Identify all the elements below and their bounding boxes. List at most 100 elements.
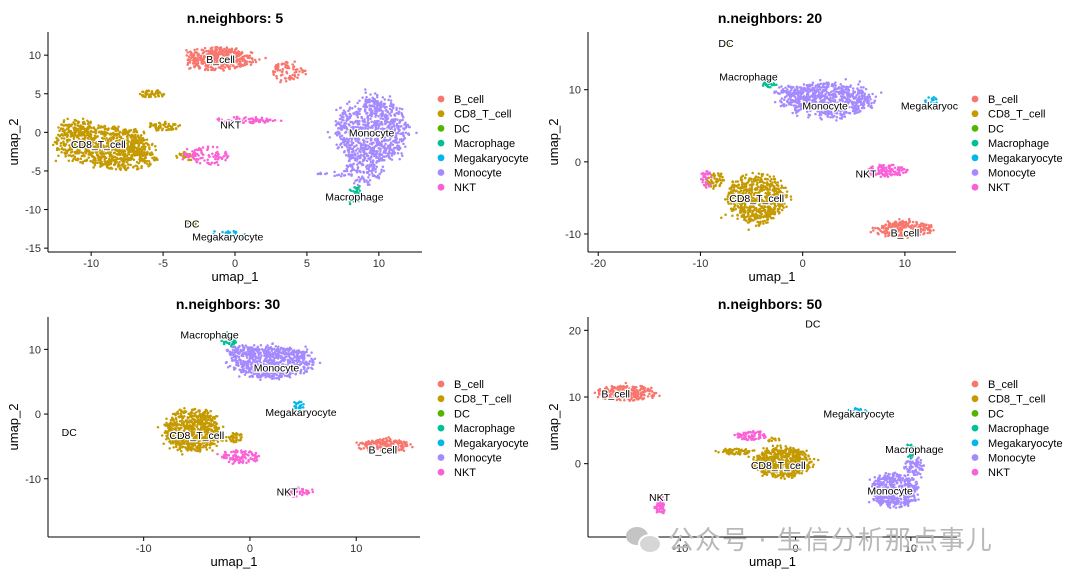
point — [355, 144, 358, 147]
point — [896, 173, 899, 176]
point — [372, 97, 375, 100]
point — [847, 111, 851, 115]
point — [793, 108, 797, 112]
point — [358, 161, 361, 165]
point — [742, 210, 745, 214]
point — [342, 109, 346, 112]
point — [112, 151, 116, 155]
point — [856, 100, 860, 103]
point — [744, 176, 747, 180]
point — [195, 148, 199, 151]
point — [368, 178, 372, 182]
point — [328, 136, 331, 139]
point — [803, 87, 807, 91]
point — [88, 150, 91, 154]
point — [375, 150, 379, 153]
point — [163, 121, 167, 125]
point — [63, 124, 67, 127]
point — [733, 183, 736, 187]
point — [382, 169, 386, 173]
point — [213, 161, 216, 165]
point — [299, 67, 303, 70]
point — [374, 170, 377, 174]
point — [371, 160, 375, 164]
point — [72, 154, 75, 157]
point — [400, 440, 403, 443]
point — [859, 97, 863, 101]
point — [356, 121, 359, 125]
point — [143, 161, 147, 164]
point — [57, 154, 60, 158]
point — [326, 130, 330, 134]
point — [365, 112, 368, 115]
point — [84, 127, 87, 131]
point — [146, 162, 149, 166]
point — [206, 145, 210, 148]
cluster-label: Megakaryoc — [901, 101, 958, 113]
chart-title: n.neighbors: 20 — [718, 10, 822, 26]
point — [362, 141, 366, 144]
point — [356, 178, 359, 182]
point — [113, 143, 116, 147]
point — [367, 147, 370, 150]
point — [921, 222, 924, 225]
point — [344, 125, 348, 129]
point — [718, 184, 721, 188]
point — [272, 73, 275, 77]
point — [93, 162, 97, 165]
point — [799, 89, 802, 92]
point — [833, 88, 836, 91]
point — [350, 173, 353, 176]
point — [863, 95, 867, 99]
point — [750, 184, 754, 188]
point — [198, 67, 201, 70]
point — [369, 142, 372, 146]
point — [77, 127, 80, 131]
point — [94, 159, 97, 162]
point — [219, 52, 222, 56]
point — [350, 148, 354, 151]
point — [296, 76, 299, 79]
legend-swatch — [437, 169, 445, 176]
point — [350, 154, 353, 157]
point — [746, 214, 750, 218]
point — [928, 231, 932, 234]
point — [400, 112, 403, 115]
point — [125, 135, 129, 138]
point — [364, 143, 367, 146]
point — [121, 131, 124, 135]
point — [391, 143, 395, 146]
point — [214, 62, 217, 66]
legend-label: CD8_T_cell — [988, 109, 1045, 121]
point — [91, 140, 95, 144]
point — [243, 54, 246, 58]
point — [154, 145, 157, 148]
point — [400, 152, 403, 155]
point-cloud — [65, 331, 414, 498]
legend-swatch — [971, 139, 979, 147]
point — [750, 180, 754, 183]
point — [808, 95, 811, 99]
legend-label: B_cell — [454, 94, 484, 106]
point — [409, 443, 412, 446]
point — [369, 139, 373, 142]
point — [195, 160, 198, 164]
point — [874, 95, 878, 99]
point — [229, 60, 232, 63]
point — [886, 220, 890, 223]
y-tick-label: 5 — [35, 89, 41, 101]
point — [68, 148, 71, 151]
point — [700, 178, 703, 181]
point — [719, 175, 723, 178]
point — [357, 443, 360, 447]
point — [86, 146, 89, 149]
point — [373, 92, 377, 95]
point — [253, 58, 257, 62]
point — [140, 157, 144, 160]
point — [356, 168, 359, 172]
legend-label: Monocyte — [454, 168, 502, 180]
point — [291, 77, 294, 80]
point — [235, 47, 238, 51]
point — [384, 437, 388, 440]
point — [93, 163, 97, 167]
